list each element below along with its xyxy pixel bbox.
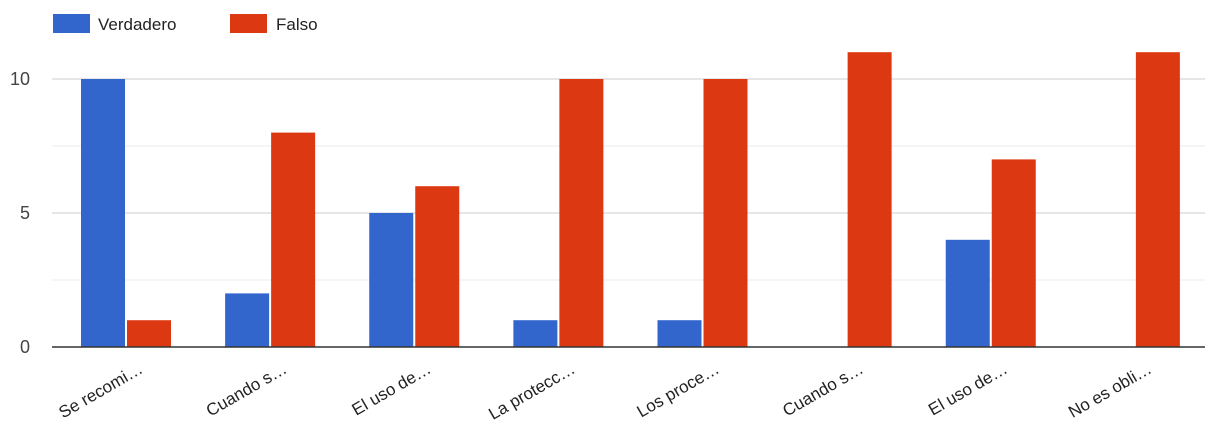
bar-falso-4[interactable] [559, 79, 604, 347]
x-category-label: La protecc… [485, 359, 578, 424]
bar-verdadero-3[interactable] [369, 213, 414, 347]
legend-item-falso[interactable]: Falso [230, 14, 318, 34]
bar-falso-3[interactable] [415, 186, 460, 347]
legend-swatch-verdadero [53, 14, 90, 33]
bar-falso-5[interactable] [703, 79, 748, 347]
y-tick-label: 0 [20, 337, 30, 357]
x-category-label: Los proce… [634, 359, 723, 421]
y-tick-label: 5 [20, 203, 30, 223]
x-category-label: Se recomi… [55, 359, 146, 422]
bar-verdadero-7[interactable] [945, 239, 990, 347]
x-axis-labels: Se recomi… Cuando s… El uso de… La protecc…… [55, 359, 1154, 424]
bar-verdadero-4[interactable] [513, 320, 558, 347]
bar-verdadero-5[interactable] [657, 320, 702, 347]
legend-label-verdadero: Verdadero [98, 15, 176, 34]
legend-label-falso: Falso [276, 15, 318, 34]
legend-swatch-falso [230, 14, 267, 33]
x-category-label: Cuando s… [779, 359, 866, 420]
x-category-label: El uso de… [349, 359, 435, 419]
bar-falso-6[interactable] [847, 52, 892, 347]
bar-verdadero-1[interactable] [81, 79, 125, 347]
bars [81, 52, 1180, 347]
bar-falso-8[interactable] [1135, 52, 1180, 347]
legend: Verdadero Falso [53, 14, 318, 34]
bar-verdadero-2[interactable] [225, 293, 270, 347]
bar-falso-2[interactable] [271, 132, 316, 347]
x-category-label: El uso de… [925, 359, 1011, 419]
x-category-label: Cuando s… [203, 359, 290, 420]
bar-falso-1[interactable] [127, 320, 171, 347]
bar-falso-7[interactable] [991, 159, 1036, 347]
x-category-label: No es obli… [1065, 359, 1155, 422]
legend-item-verdadero[interactable]: Verdadero [53, 14, 176, 34]
y-axis-ticks: 0 5 10 [10, 69, 30, 357]
y-tick-label: 10 [10, 69, 30, 89]
